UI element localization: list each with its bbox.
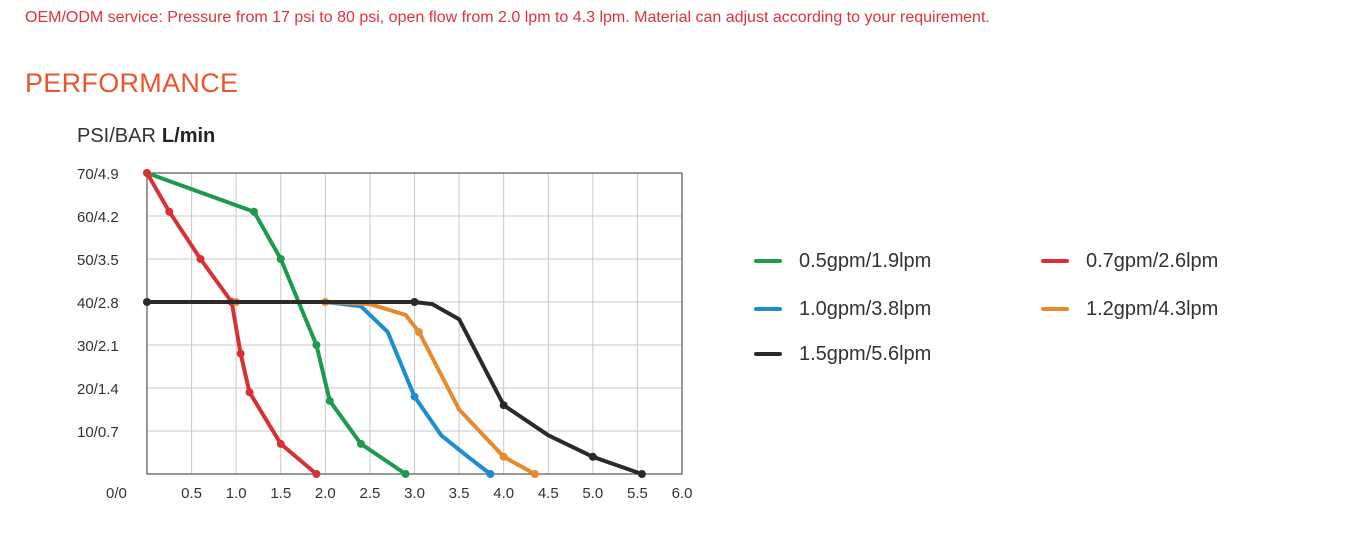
- x-tick-label: 3.5: [449, 485, 470, 502]
- y-tick-label: 20/1.4: [77, 381, 119, 398]
- y-tick-label: 30/2.1: [77, 338, 119, 355]
- data-point: [414, 328, 423, 337]
- data-point: [357, 439, 365, 448]
- data-point: [312, 341, 321, 349]
- legend-label: 0.7gpm/2.6lpm: [1086, 249, 1219, 272]
- legend-swatch: [1041, 307, 1069, 311]
- series-4: [143, 298, 646, 478]
- x-axis-label: L/min: [161, 125, 216, 147]
- x-tick-label: 6.0: [672, 485, 693, 502]
- x-tick-label: 5.5: [627, 485, 648, 502]
- data-point: [143, 169, 151, 177]
- data-point: [143, 298, 151, 306]
- data-point: [165, 207, 174, 216]
- data-point: [236, 349, 245, 358]
- legend-swatch: [754, 307, 782, 311]
- legend-swatch: [754, 259, 782, 263]
- legend-item: 1.5gpm/5.6lpm: [754, 342, 931, 366]
- data-point: [401, 470, 410, 478]
- data-point: [499, 452, 508, 461]
- legend-label: 1.2gpm/4.3lpm: [1086, 297, 1219, 320]
- data-point: [245, 388, 254, 397]
- data-point: [637, 470, 646, 478]
- legend-item: 1.2gpm/4.3lpm: [1041, 297, 1218, 321]
- legend-item: 0.7gpm/2.6lpm: [1041, 249, 1218, 273]
- x-tick-label: 1.0: [226, 485, 247, 502]
- intro-text: OEM/ODM service: Pressure from 17 psi to…: [25, 9, 990, 26]
- y-tick-label: 0/0: [106, 485, 127, 502]
- y-axis-label: PSI/BAR: [77, 125, 156, 147]
- x-tick-label: 4.0: [493, 485, 514, 502]
- series-2: [145, 300, 495, 478]
- y-tick-label: 10/0.7: [77, 424, 119, 441]
- legend-label: 1.5gpm/5.6lpm: [799, 342, 932, 365]
- y-tick-label: 70/4.9: [77, 166, 119, 183]
- data-point: [410, 298, 419, 306]
- series-line: [145, 171, 319, 476]
- data-point: [325, 396, 334, 405]
- section-title: PERFORMANCE: [25, 68, 239, 98]
- legend-swatch: [754, 352, 782, 356]
- legend-label: 0.5gpm/1.9lpm: [799, 249, 932, 272]
- series-1: [143, 169, 321, 478]
- axis-unit-label: PSI/BAR L/min: [77, 125, 215, 148]
- data-point: [530, 470, 539, 478]
- data-point: [196, 255, 205, 263]
- data-point: [250, 207, 258, 216]
- data-point: [486, 470, 495, 478]
- data-point: [588, 452, 597, 461]
- x-tick-label: 3.0: [404, 485, 425, 502]
- data-point: [276, 439, 285, 448]
- x-tick-label: 2.5: [359, 485, 380, 502]
- series-line: [145, 171, 408, 476]
- y-tick-label: 40/2.8: [77, 295, 119, 312]
- x-tick-label: 2.0: [315, 485, 336, 502]
- plot-frame: [146, 172, 683, 475]
- x-tick-label: 4.5: [538, 485, 559, 502]
- x-tick-label: 5.0: [582, 485, 603, 502]
- x-tick-label: 1.5: [270, 485, 291, 502]
- data-point: [410, 392, 419, 401]
- legend-label: 1.0gpm/3.8lpm: [799, 297, 932, 320]
- y-tick-label: 60/4.2: [77, 209, 119, 226]
- data-point: [276, 255, 285, 263]
- legend-item: 0.5gpm/1.9lpm: [754, 249, 931, 273]
- data-point: [499, 401, 508, 410]
- y-tick-label: 50/3.5: [77, 252, 119, 269]
- data-point: [312, 470, 321, 478]
- x-tick-label: 0.5: [181, 485, 202, 502]
- legend-item: 1.0gpm/3.8lpm: [754, 297, 931, 321]
- legend-swatch: [1041, 259, 1069, 263]
